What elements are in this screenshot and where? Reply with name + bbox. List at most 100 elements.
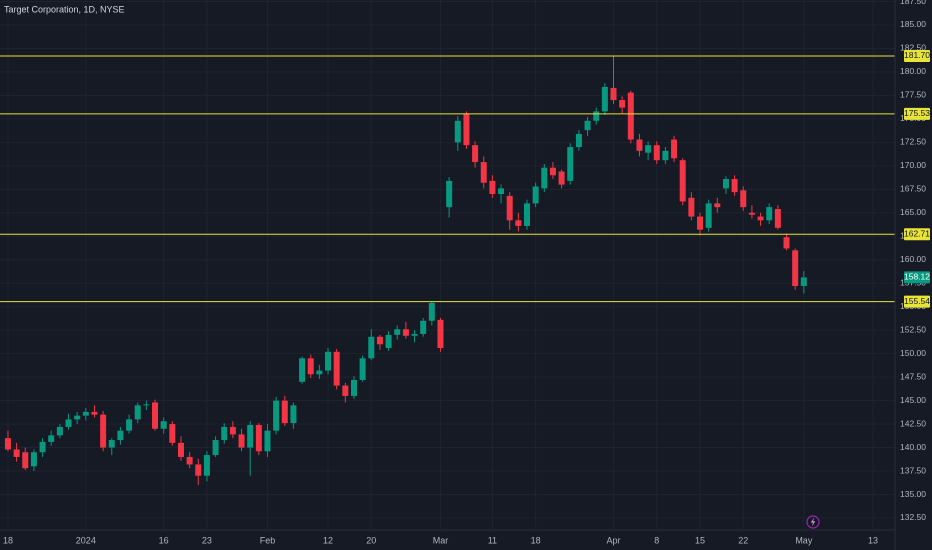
candle-body xyxy=(238,434,245,448)
candle-body xyxy=(22,452,29,469)
x-tick-label: 12 xyxy=(323,535,333,545)
y-tick-label: 152.50 xyxy=(900,324,926,334)
candle-body xyxy=(160,421,167,429)
y-tick-label: 160.00 xyxy=(900,254,926,264)
candle-body xyxy=(446,180,453,208)
candle-body xyxy=(169,424,176,443)
y-tick-label: 140.00 xyxy=(900,442,926,452)
y-tick-label: 167.50 xyxy=(900,184,926,194)
candle-body xyxy=(82,411,89,416)
y-tick-label: 145.00 xyxy=(900,395,926,405)
level-label-box xyxy=(904,49,930,62)
candle-body xyxy=(368,336,375,359)
candle-body xyxy=(299,358,306,382)
candle-body xyxy=(506,195,513,221)
x-tick-label: 11 xyxy=(488,535,497,545)
level-label-box xyxy=(904,295,930,308)
candle-body xyxy=(281,400,288,424)
x-tick-label: 8 xyxy=(654,535,659,545)
alert-icon[interactable] xyxy=(806,515,820,529)
candle-body xyxy=(523,203,530,226)
level-label-box xyxy=(904,107,930,120)
candle-body xyxy=(255,425,262,452)
x-tick-label: 22 xyxy=(738,535,748,545)
candle-body xyxy=(498,188,505,195)
x-tick-label: Feb xyxy=(260,535,276,545)
y-tick-label: 180.00 xyxy=(900,66,926,76)
y-tick-label: 137.50 xyxy=(900,465,926,475)
x-tick-label: Apr xyxy=(606,535,620,545)
candle-body xyxy=(108,440,115,448)
candle-body xyxy=(316,370,323,375)
candle-body xyxy=(342,385,349,396)
candle-body xyxy=(593,111,600,121)
candle-body xyxy=(740,190,747,208)
candle-body xyxy=(515,220,522,226)
candle-body xyxy=(307,358,314,375)
candle-body xyxy=(679,160,686,202)
candle-body xyxy=(195,464,202,476)
candle-body xyxy=(143,404,150,406)
candle-body xyxy=(117,430,124,441)
candle-body xyxy=(264,430,271,452)
candle-body xyxy=(757,216,764,221)
y-tick-label: 135.00 xyxy=(900,489,926,499)
x-tick-label: 23 xyxy=(202,535,212,545)
candle-body xyxy=(420,320,427,334)
candle-body xyxy=(350,379,357,396)
candle-body xyxy=(325,351,332,371)
candle-body xyxy=(532,186,539,204)
candle-body xyxy=(186,456,193,465)
candle-body xyxy=(13,449,20,457)
candle-body xyxy=(428,302,435,321)
level-label: 181.70 xyxy=(904,50,930,60)
candles xyxy=(4,55,807,486)
x-tick-label: 18 xyxy=(531,535,541,545)
candle-body xyxy=(359,358,366,380)
candle-body xyxy=(567,147,574,181)
candle-body xyxy=(541,167,548,189)
candle-body xyxy=(4,438,11,450)
candle-body xyxy=(636,139,643,151)
candle-body xyxy=(549,167,556,176)
candle-body xyxy=(126,419,133,431)
candle-body xyxy=(463,114,470,146)
candle-body xyxy=(472,145,479,163)
candle-body xyxy=(91,411,98,415)
candle-body xyxy=(247,425,254,448)
candle-body xyxy=(229,426,236,435)
y-tick-label: 132.50 xyxy=(900,512,926,522)
y-tick-label: 147.50 xyxy=(900,371,926,381)
candle-body xyxy=(731,178,738,193)
candle-body xyxy=(152,402,159,429)
candle-body xyxy=(134,405,141,420)
candle-body xyxy=(627,92,634,140)
candle-body xyxy=(376,336,383,345)
candle-body xyxy=(221,426,228,441)
y-tick-label: 185.00 xyxy=(900,19,926,29)
x-tick-label: 13 xyxy=(868,535,878,545)
y-tick-label: 150.00 xyxy=(900,348,926,358)
y-tick-label: 165.00 xyxy=(900,207,926,217)
candle-body xyxy=(697,216,704,230)
candle-body xyxy=(333,351,340,386)
candle-body xyxy=(56,426,63,436)
candle-body xyxy=(575,133,582,148)
x-tick-label: 2024 xyxy=(76,535,96,545)
candle-body xyxy=(290,405,297,424)
x-tick-label: May xyxy=(795,535,813,545)
candle-body xyxy=(273,400,280,431)
candle-body xyxy=(177,442,184,457)
x-tick-label: 18 xyxy=(3,535,13,545)
x-tick-label: 15 xyxy=(695,535,705,545)
candle-body xyxy=(385,334,392,349)
candle-body xyxy=(792,250,799,287)
candle-body xyxy=(688,197,695,217)
last-price-label: 158.12 xyxy=(904,272,930,282)
candle-body xyxy=(212,440,219,456)
y-tick-label: 182.50 xyxy=(900,43,926,53)
level-label: 162.71 xyxy=(904,229,930,239)
x-tick-label: 16 xyxy=(159,535,169,545)
candle-body xyxy=(653,145,660,161)
